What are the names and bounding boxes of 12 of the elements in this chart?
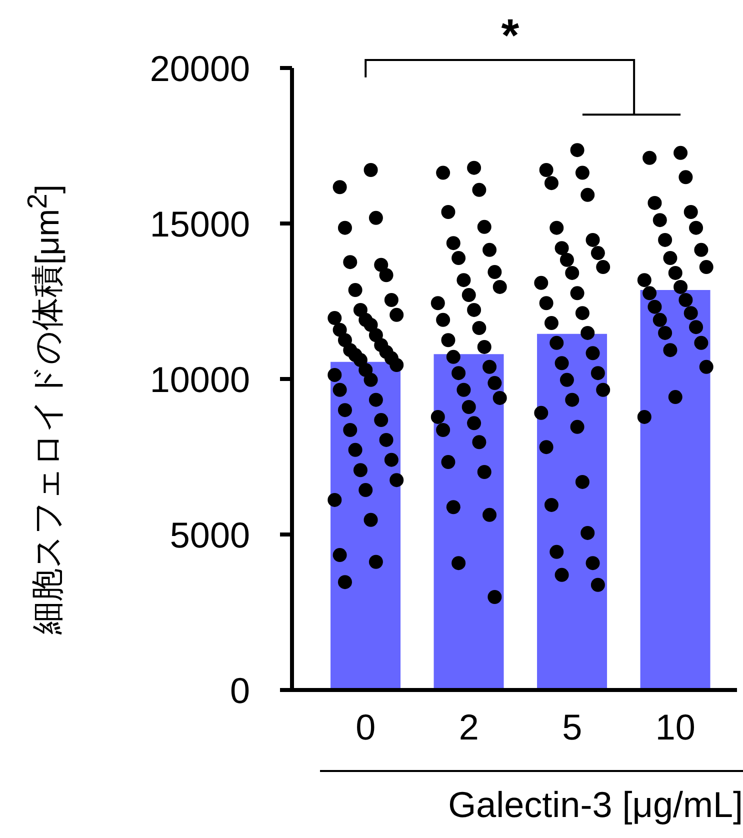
y-tick-label: 0 (230, 670, 250, 711)
x-tick-label: 0 (356, 706, 376, 748)
y-tick-label: 10000 (150, 358, 250, 400)
y-tick-label: 15000 (150, 203, 250, 244)
bar (640, 290, 710, 690)
x-axis-title: Galectin-3 [μg/mL] (320, 770, 743, 826)
y-tick-label: 20000 (150, 48, 250, 89)
y-tick-label: 5000 (170, 514, 250, 556)
x-tick-label: 5 (562, 706, 582, 748)
x-tick-label: 2 (458, 706, 479, 748)
x-tick-label: 10 (655, 706, 696, 748)
text: * (500, 8, 520, 62)
